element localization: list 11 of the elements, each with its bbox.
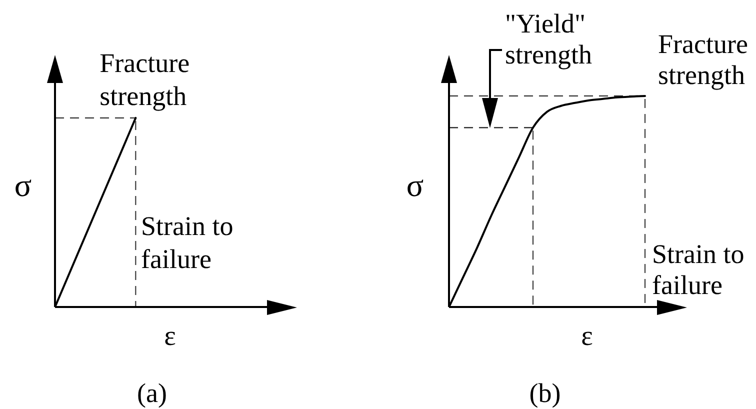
- y-axis-title: σ: [406, 167, 424, 203]
- text: (b): [529, 378, 561, 408]
- annotation: Strain to failure: [141, 211, 234, 274]
- annotation: Strain to failure: [652, 239, 744, 300]
- ref-line-label: Fracture strength: [658, 28, 748, 90]
- x-axis-title: ε: [581, 321, 593, 352]
- ref-line-label: Fracture strength: [100, 48, 190, 111]
- x-axis-title: ε: [164, 321, 176, 352]
- y-axis-title: σ: [14, 167, 32, 203]
- text: (a): [137, 378, 167, 408]
- ref-line-label: "Yield" strength: [505, 8, 592, 70]
